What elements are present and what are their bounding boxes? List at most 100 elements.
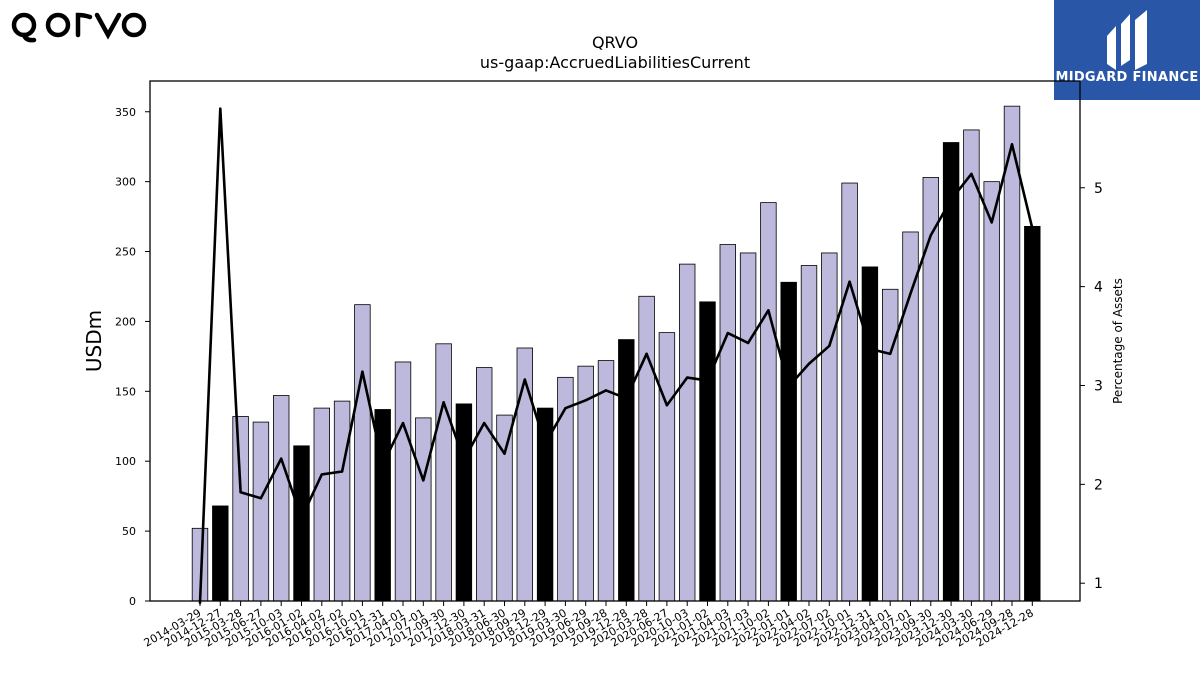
bar-2023-07-01 xyxy=(902,231,919,602)
bar-2022-10-01 xyxy=(841,182,858,602)
line-point-2018-09-29 xyxy=(523,378,526,381)
bar-2016-01-02 xyxy=(293,445,310,602)
y2-tick-label: 5 xyxy=(1094,181,1103,197)
line-point-2023-12-30 xyxy=(949,198,953,201)
line-point-2019-03-30 xyxy=(564,407,567,410)
line-point-2019-06-29 xyxy=(584,399,587,402)
line-point-2022-01-01 xyxy=(787,385,790,388)
bar-2015-03-28 xyxy=(232,416,249,602)
line-point-2024-06-29 xyxy=(990,221,993,224)
bar-2024-09-28 xyxy=(1003,105,1021,602)
bar-2024-06-29 xyxy=(983,181,1000,602)
line-point-2016-10-01 xyxy=(361,370,364,373)
bar-2017-04-01 xyxy=(394,361,412,602)
line-point-2022-12-31 xyxy=(868,347,872,351)
y2-tick-label: 4 xyxy=(1094,280,1103,296)
line-point-2016-01-02 xyxy=(300,516,303,520)
line-point-2024-03-30 xyxy=(970,172,973,176)
bar-2022-01-01 xyxy=(780,281,797,602)
line-point-2023-04-01 xyxy=(889,352,892,356)
bar-2020-03-28 xyxy=(638,295,655,602)
bar-2015-10-03 xyxy=(272,395,290,602)
line-point-2022-07-02 xyxy=(828,344,831,348)
line-point-2017-04-01 xyxy=(401,421,405,425)
line-point-2018-12-29 xyxy=(543,442,547,446)
line-point-2021-07-03 xyxy=(746,341,750,345)
bar-2019-12-28 xyxy=(618,339,635,602)
bar-2018-12-29 xyxy=(536,407,554,602)
bar-2014-12-27 xyxy=(212,505,229,602)
line-point-2024-12-28 xyxy=(1031,227,1034,230)
line-point-2022-10-01 xyxy=(848,280,851,283)
line-point-2016-04-02 xyxy=(320,473,323,476)
line-point-2015-03-28 xyxy=(239,491,242,494)
bar-2021-07-03 xyxy=(739,252,757,602)
bar-2020-10-03 xyxy=(679,263,696,602)
y-tick-label: 0 xyxy=(129,595,136,608)
bar-2022-04-02 xyxy=(800,265,818,602)
bar-2020-06-27 xyxy=(658,332,676,602)
y-tick-label: 250 xyxy=(115,246,136,259)
line-point-2023-07-01 xyxy=(909,292,912,295)
bar-2017-09-30 xyxy=(435,343,452,602)
bar-2018-06-30 xyxy=(496,414,513,602)
line-point-2022-04-02 xyxy=(807,362,811,365)
chart-subtitle: us-gaap:AccruedLiabilitiesCurrent xyxy=(480,53,750,72)
y-tick-label: 100 xyxy=(115,455,136,468)
line-point-2023-09-30 xyxy=(929,234,932,237)
bar-2017-07-01 xyxy=(415,417,432,602)
bar-2018-03-31 xyxy=(475,367,493,602)
brand-name: MIDGARD FINANCE xyxy=(1055,70,1198,85)
line-point-2020-03-28 xyxy=(645,352,648,356)
line-point-2019-12-28 xyxy=(625,397,628,400)
bar-2021-01-02 xyxy=(699,301,716,602)
y-tick-label: 50 xyxy=(122,525,136,538)
line-point-2017-12-30 xyxy=(462,458,466,461)
bar-series xyxy=(191,105,1041,602)
line-point-2015-10-03 xyxy=(280,457,283,460)
y2-tick-label: 2 xyxy=(1094,477,1103,493)
bar-2016-04-02 xyxy=(313,407,331,602)
bar-2015-06-27 xyxy=(252,421,270,602)
bar-2021-04-03 xyxy=(719,244,737,602)
line-point-2020-10-03 xyxy=(686,376,689,379)
line-point-2016-07-02 xyxy=(340,470,344,473)
qorvo-logo xyxy=(11,12,147,43)
bar-2023-09-30 xyxy=(922,177,940,602)
y2-tick-label: 3 xyxy=(1094,378,1103,394)
line-point-2016-12-31 xyxy=(381,463,384,466)
chart-title: QRVO xyxy=(592,33,638,52)
y-axis-label: USDm xyxy=(82,310,106,372)
plot-frame xyxy=(149,80,1081,602)
y2-axis-label: Percentage of Assets xyxy=(1111,278,1125,404)
y-tick-label: 150 xyxy=(115,385,136,398)
y-tick-label: 200 xyxy=(115,315,136,328)
bar-2019-03-30 xyxy=(557,376,574,602)
line-point-2018-06-30 xyxy=(503,452,506,455)
midgard-finance-logo: MIDGARD FINANCE xyxy=(1054,0,1200,100)
line-point-2020-06-27 xyxy=(665,404,669,407)
bar-2017-12-30 xyxy=(455,403,473,602)
bar-2021-10-02 xyxy=(760,202,777,602)
bar-2024-03-30 xyxy=(963,129,980,602)
line-point-2017-07-01 xyxy=(422,479,425,482)
y2-tick-label: 1 xyxy=(1094,576,1103,592)
line-point-2024-09-28 xyxy=(1010,143,1014,146)
line-point-2015-06-27 xyxy=(259,496,263,500)
line-series xyxy=(198,107,1034,605)
bar-2024-12-28 xyxy=(1024,225,1041,602)
line-point-2021-10-02 xyxy=(767,309,770,312)
bar-2018-09-29 xyxy=(516,347,534,602)
bar-2019-09-28 xyxy=(597,360,615,602)
percentage-of-assets-line xyxy=(198,107,1034,604)
line-point-2017-09-30 xyxy=(442,401,445,404)
bar-2016-07-02 xyxy=(333,400,351,602)
bar-2022-07-02 xyxy=(821,252,838,602)
line-point-2014-12-27 xyxy=(219,107,222,110)
line-point-2021-04-03 xyxy=(726,331,729,335)
line-point-2018-03-31 xyxy=(483,421,486,425)
line-point-2021-01-02 xyxy=(706,379,709,382)
y-tick-label: 300 xyxy=(115,176,136,189)
bar-2022-12-31 xyxy=(861,266,879,602)
line-point-2019-09-28 xyxy=(604,389,608,392)
